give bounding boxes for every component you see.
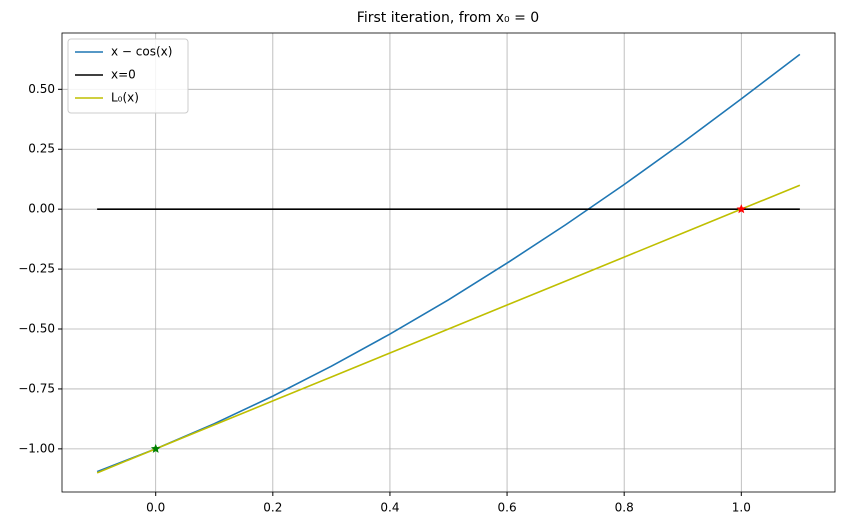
marker (736, 204, 747, 214)
y-tick-label: 0.25 (28, 142, 55, 156)
y-tick-label: 0.50 (28, 82, 55, 96)
y-tick-label: −0.50 (18, 322, 55, 336)
chart-title: First iteration, from x₀ = 0 (357, 10, 539, 26)
y-tick-label: 0.00 (28, 202, 55, 216)
x-tick-label: 0.0 (146, 501, 165, 515)
series-line (96, 184, 801, 474)
y-tick-label: −0.75 (18, 381, 55, 395)
legend-box (67, 38, 189, 114)
y-tick-label: −1.00 (18, 441, 55, 455)
legend-label: x − cos(x) (111, 45, 172, 59)
marker (150, 443, 161, 453)
legend-label: L₀(x) (111, 91, 139, 105)
legend: x − cos(x) x=0 L₀(x) (67, 38, 189, 114)
x-tick-label: 0.2 (263, 501, 282, 515)
x-tick-label: 0.4 (380, 501, 399, 515)
axes-frame (61, 32, 836, 493)
x-tick-label: 0.6 (498, 501, 517, 515)
y-tick-label: −0.25 (18, 262, 55, 276)
x-tick-label: 1.0 (732, 501, 751, 515)
legend-label: x=0 (111, 68, 136, 82)
x-tick-label: 0.8 (615, 501, 634, 515)
series-line (96, 53, 801, 473)
